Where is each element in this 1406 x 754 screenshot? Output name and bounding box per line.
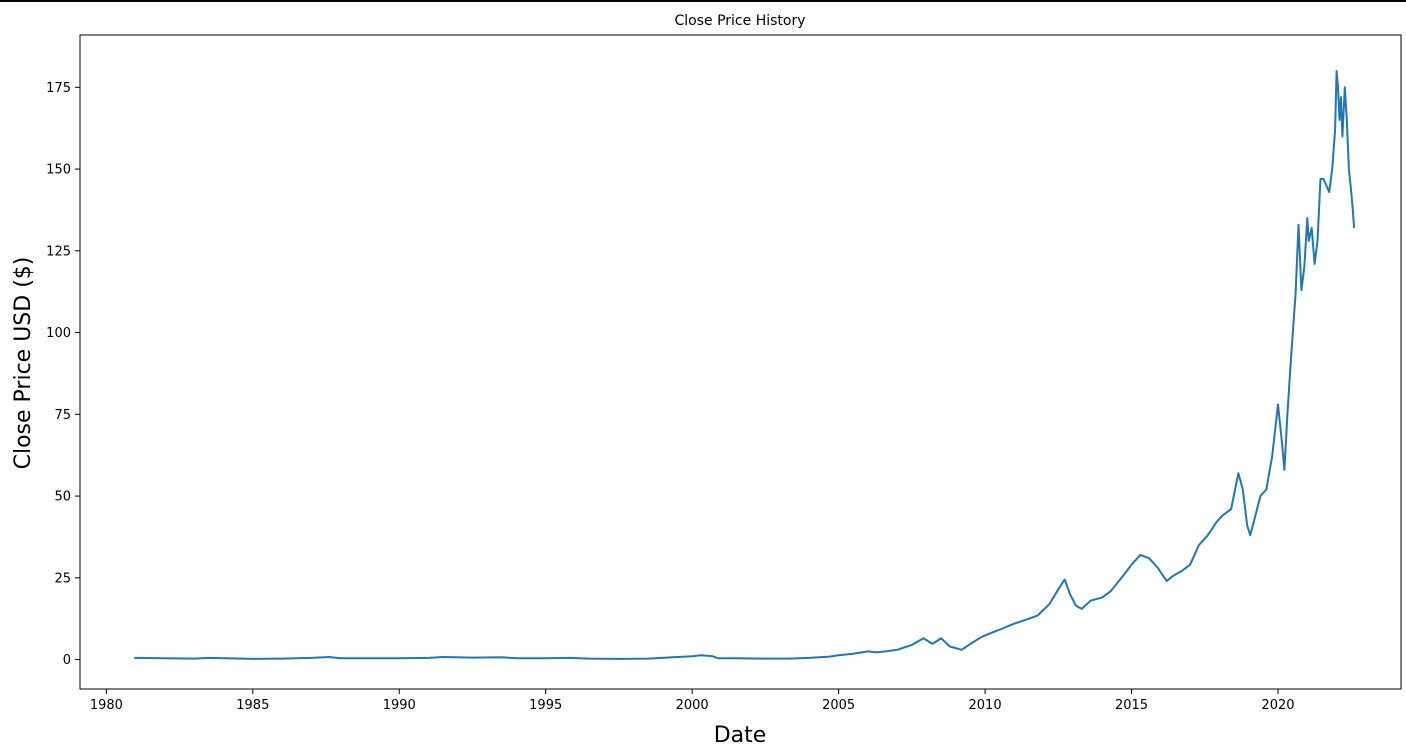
y-tick-label: 25	[54, 571, 71, 586]
y-tick-label: 100	[46, 326, 71, 341]
x-tick-label: 1985	[236, 698, 269, 713]
x-axis-label: Date	[714, 723, 767, 748]
y-tick-label: 150	[46, 163, 71, 178]
x-tick-label: 2005	[822, 698, 855, 713]
y-tick-label: 50	[54, 490, 71, 505]
x-tick-label: 2020	[1261, 698, 1294, 713]
chart-title: Close Price History	[675, 13, 806, 29]
x-tick-label: 2015	[1115, 698, 1148, 713]
y-axis-label: Close Price USD ($)	[11, 257, 36, 470]
x-tick-label: 2010	[969, 698, 1002, 713]
y-tick-label: 75	[54, 408, 71, 423]
plot-frame	[79, 34, 1402, 690]
x-tick-label: 2000	[676, 698, 709, 713]
x-tick-label: 1990	[383, 698, 416, 713]
x-tick-label: 1980	[90, 698, 123, 713]
x-tick-label: 1995	[529, 698, 562, 713]
y-tick-label: 175	[46, 81, 71, 96]
top-border	[0, 0, 1406, 2]
price-series-line	[134, 70, 1356, 660]
y-tick-label: 125	[46, 244, 71, 259]
y-tick-label: 0	[63, 653, 71, 668]
